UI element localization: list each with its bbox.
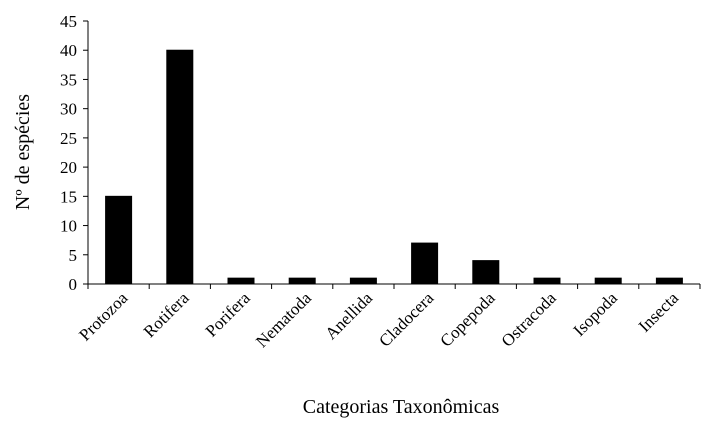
y-axis: 0 5 10 15 20 25 30 35 40 45 — [60, 12, 89, 294]
y-tick-label: 15 — [60, 187, 77, 206]
y-tick-label: 5 — [69, 246, 78, 265]
x-axis-title: Categorias Taxonômicas — [303, 396, 500, 418]
y-tick-label: 30 — [60, 100, 77, 119]
bar-ostracoda — [533, 277, 561, 285]
x-tick-label: Nematoda — [252, 288, 315, 351]
bar-rotifera — [166, 49, 194, 285]
y-tick-label: 20 — [60, 158, 77, 177]
x-tick-label: Porifera — [202, 288, 254, 340]
x-tick-label: Insecta — [635, 288, 683, 336]
y-tick-label: 35 — [60, 70, 77, 89]
x-tick-label: Cladocera — [375, 288, 437, 350]
y-tick-label: 40 — [60, 41, 77, 60]
bar-anellida — [349, 277, 377, 285]
x-tick-label: Copepoda — [436, 288, 498, 350]
bar-copepoda — [472, 260, 500, 285]
x-tick-label: Ostracoda — [498, 288, 560, 350]
y-tick-label: 10 — [60, 217, 77, 236]
y-axis-title: Nº de espécies — [12, 94, 34, 210]
x-tick-label: Protozoa — [75, 288, 131, 344]
bar-protozoa — [105, 195, 133, 285]
y-tick-label: 45 — [60, 12, 77, 31]
bar-nematoda — [288, 277, 316, 285]
bar-isopoda — [594, 277, 622, 285]
y-tick-label: 0 — [69, 275, 78, 294]
x-tick-label: Isopoda — [570, 288, 622, 340]
bar-cladocera — [411, 242, 439, 285]
bars — [105, 49, 683, 285]
x-tick-label: Rotifera — [140, 288, 193, 341]
bar-insecta — [655, 277, 683, 285]
bar-porifera — [227, 277, 255, 285]
x-tick-label: Anellida — [321, 288, 376, 343]
y-tick-label: 25 — [60, 129, 77, 148]
